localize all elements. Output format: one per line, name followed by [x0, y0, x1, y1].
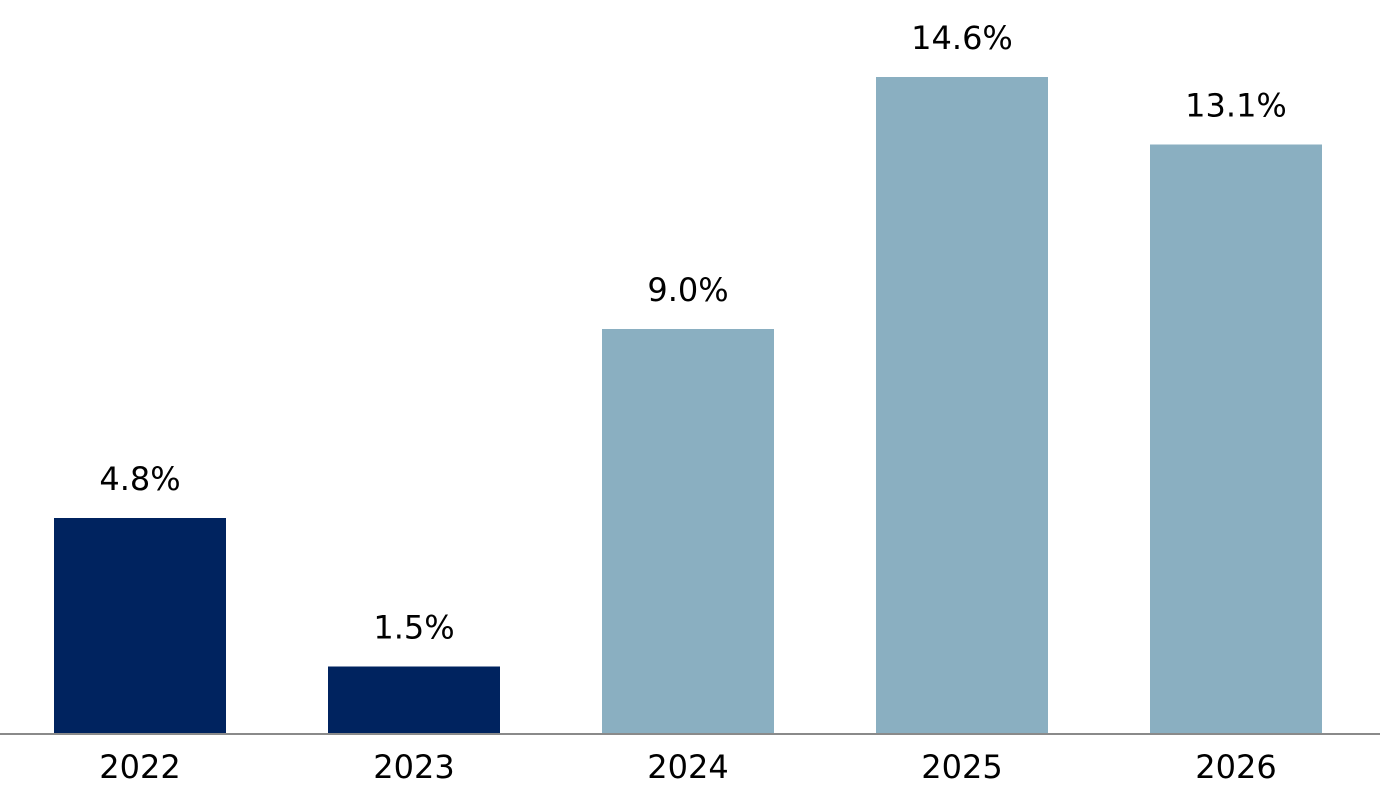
value-label-2026: 13.1%: [1185, 87, 1287, 125]
value-labels-group: 4.8% 1.5% 9.0% 14.6% 13.1%: [99, 19, 1286, 647]
value-label-2023: 1.5%: [373, 609, 454, 647]
bar-2026: [1150, 144, 1322, 734]
bar-2025: [876, 77, 1048, 734]
value-label-2022: 4.8%: [99, 460, 180, 498]
x-tick-label-2024: 2024: [647, 748, 728, 786]
value-label-2025: 14.6%: [911, 19, 1013, 57]
bar-2023: [328, 666, 500, 734]
x-tick-label-2026: 2026: [1195, 748, 1276, 786]
x-tick-label-2022: 2022: [99, 748, 180, 786]
bar-2022: [54, 518, 226, 734]
x-tick-label-2025: 2025: [921, 748, 1002, 786]
x-tick-label-2023: 2023: [373, 748, 454, 786]
bar-2024: [602, 329, 774, 734]
x-axis-tick-labels: 2022 2023 2024 2025 2026: [99, 748, 1276, 786]
value-label-2024: 9.0%: [647, 271, 728, 309]
bars-group: [54, 77, 1322, 734]
